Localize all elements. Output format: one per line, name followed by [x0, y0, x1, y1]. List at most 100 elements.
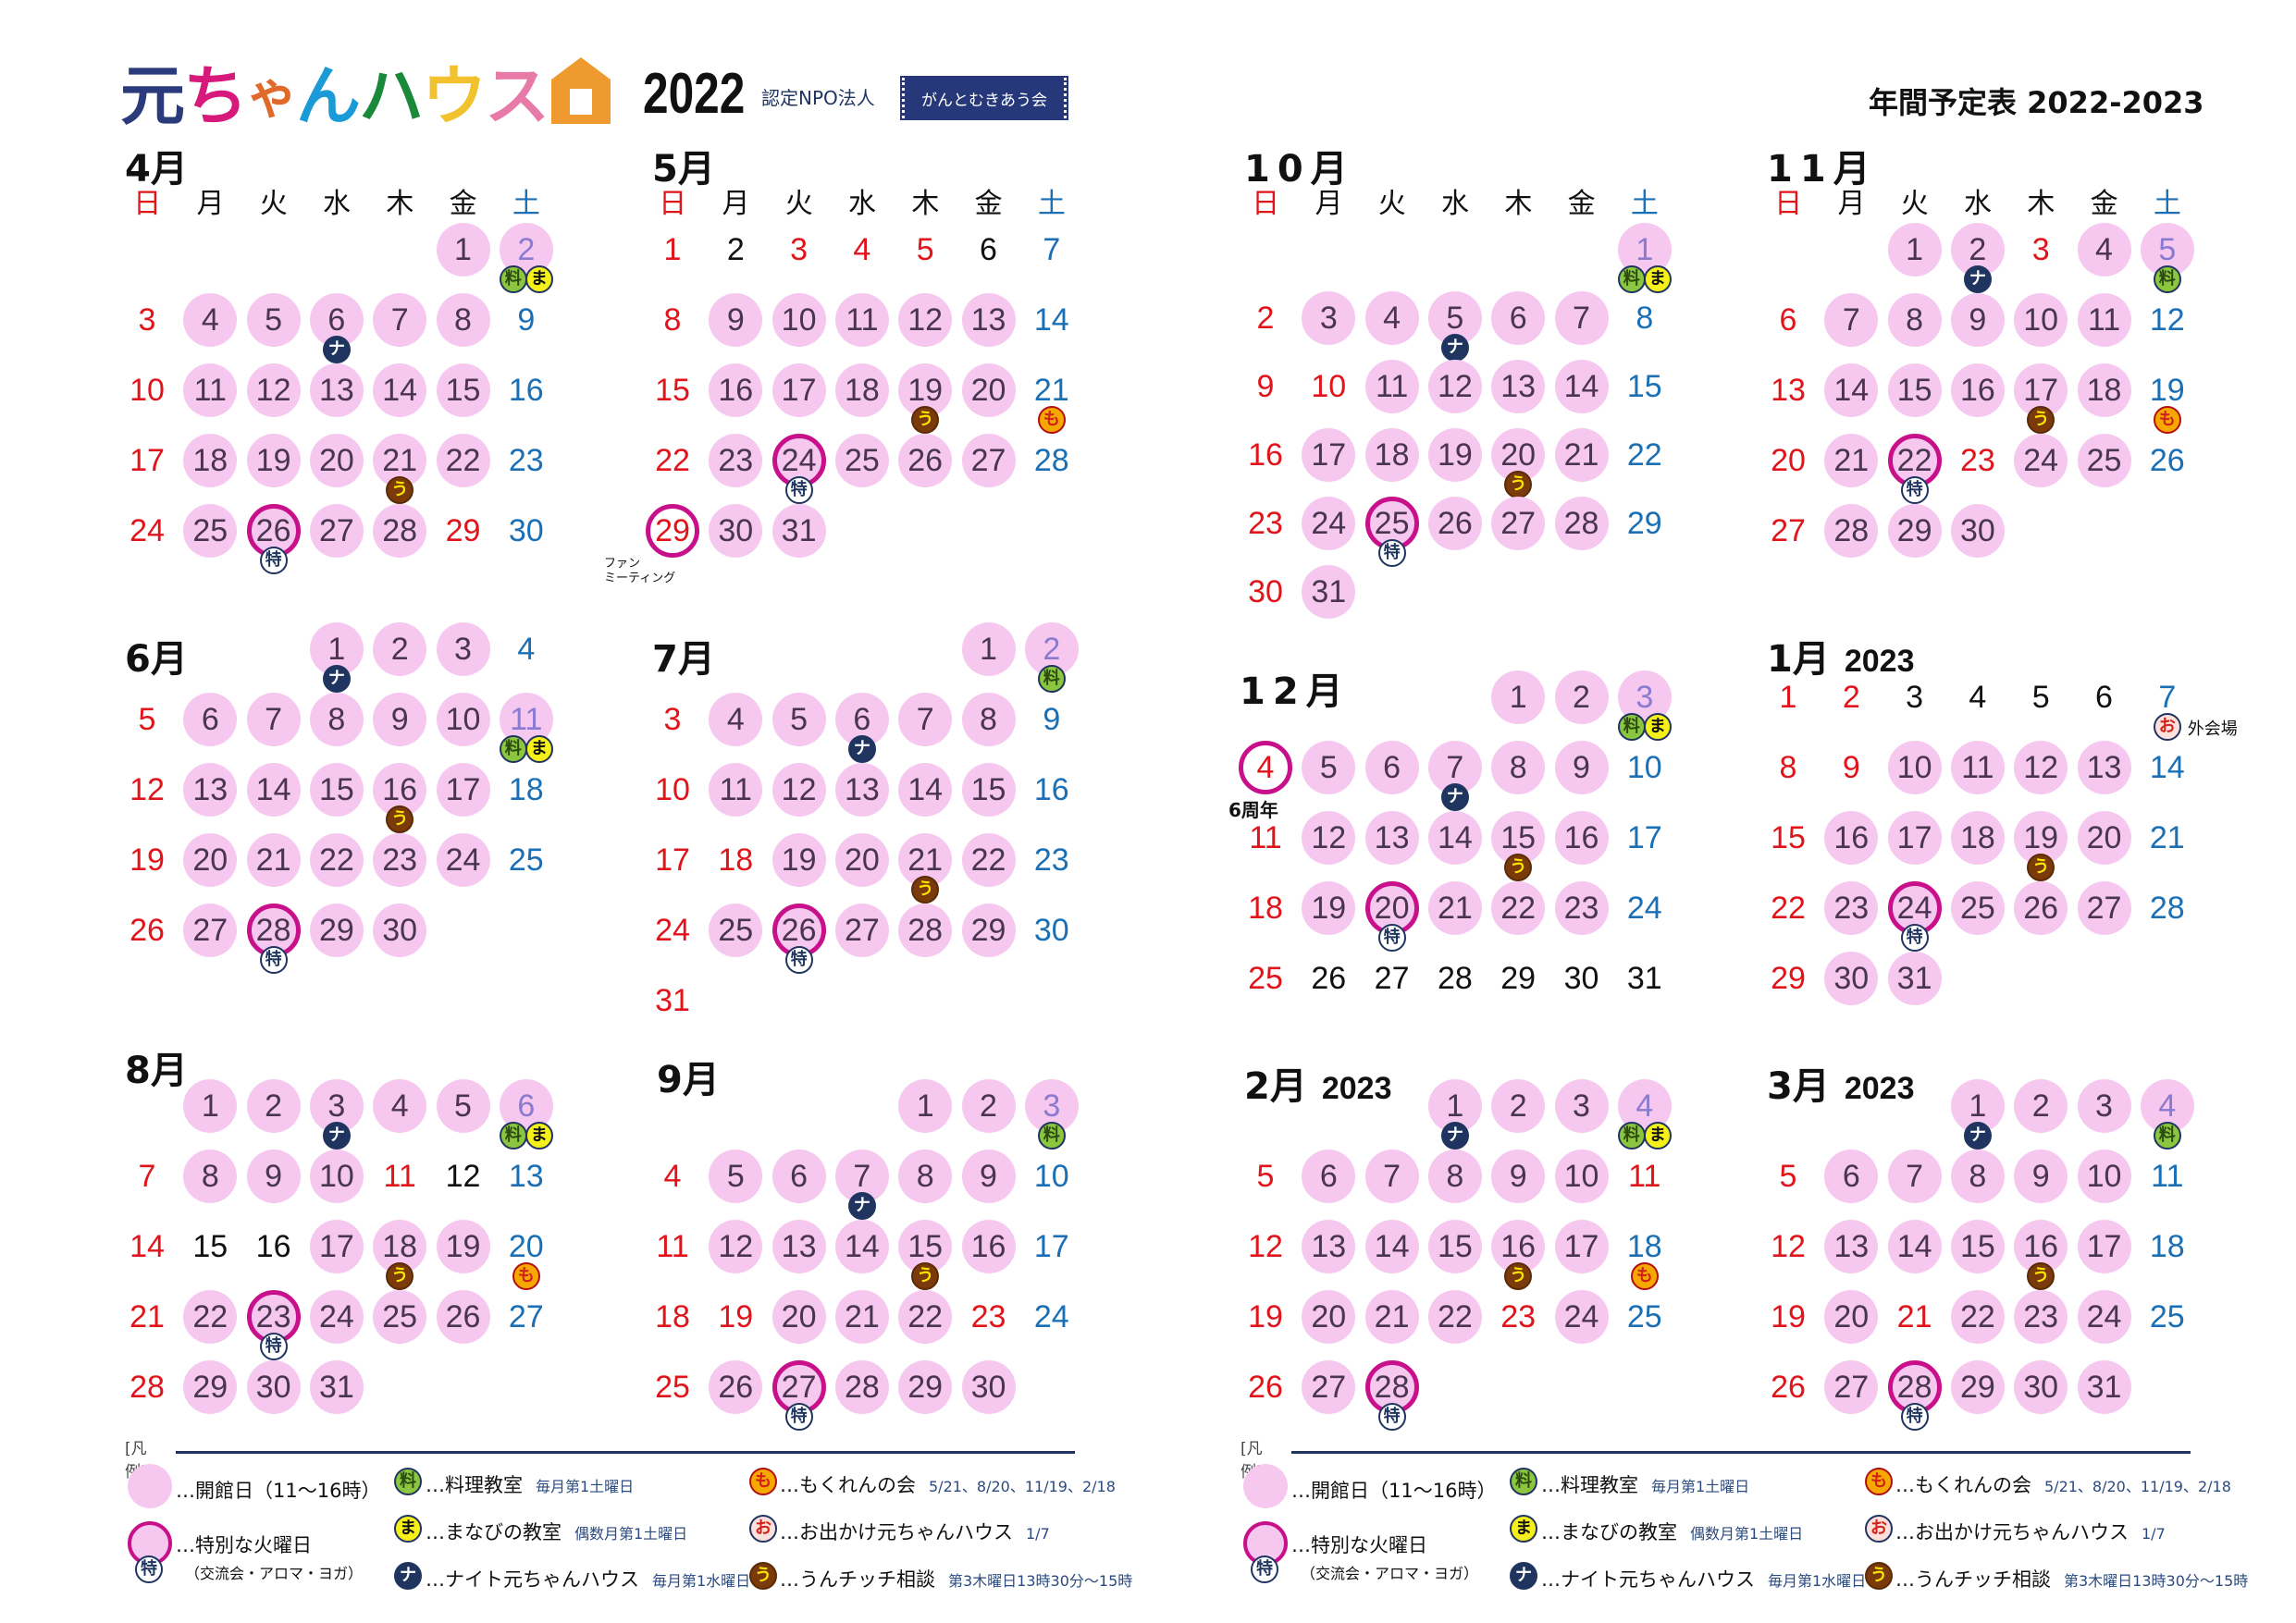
open-day-marker [1554, 741, 1609, 794]
month-title-aug: 8月 [125, 1040, 188, 1094]
day-cell: 26 [1234, 1352, 1297, 1422]
day-number: 6 [1779, 302, 1797, 338]
day-cell: 7 [1883, 1141, 1946, 1211]
day-cell: 4 [704, 684, 767, 755]
day-number: 4 [726, 702, 745, 737]
day-number: 9 [1043, 702, 1061, 737]
day-number: 14 [2149, 750, 2185, 785]
day-cell: 23 [704, 425, 767, 496]
legend-outing: …お出かけ元ちゃんハウス 1/7 [780, 1518, 1050, 1545]
day-number: 6 [2095, 680, 2113, 715]
open-day-marker [246, 693, 301, 746]
open-day-marker [1950, 811, 2005, 865]
day-number: 4 [390, 1088, 409, 1124]
day-cell: 11 [704, 755, 767, 825]
consult-badge-icon: う [911, 406, 940, 434]
special-badge-icon: 特 [784, 1403, 813, 1431]
open-day-marker [246, 1150, 301, 1203]
open-day-marker [2077, 811, 2131, 865]
day-cell: 26 [1297, 943, 1360, 1014]
open-day-marker [183, 1290, 238, 1344]
day-number: 6 [1842, 1159, 1860, 1194]
open-day-marker [1824, 811, 1879, 865]
mokuren-badge-icon: も [1865, 1468, 1893, 1495]
day-cell: 6 [1297, 1141, 1360, 1211]
event-badges: う [2009, 854, 2072, 881]
open-day-marker [1554, 291, 1609, 345]
day-number: 18 [508, 772, 544, 807]
day-cell: 25 [831, 425, 894, 496]
day-cell: 24 [641, 895, 704, 965]
day-cell: 21 も [1020, 355, 1083, 434]
day-number: 29 [970, 913, 1006, 948]
weekday-label: 木 [2027, 188, 2055, 220]
open-day-marker [1950, 1150, 2005, 1203]
weekday-label: 水 [848, 188, 877, 220]
day-cell: 27 [495, 1282, 558, 1352]
day-number: 6 [790, 1159, 809, 1194]
day-number: 31 [1311, 574, 1347, 609]
day-number: 6 [980, 232, 997, 267]
open-day-marker [1427, 497, 1482, 550]
month-title-oct: 10月 [1244, 139, 1355, 192]
day-cell: 30 [1020, 895, 1083, 965]
day-cell: 15 [179, 1211, 241, 1282]
open-day-marker [183, 693, 238, 746]
open-day-marker [1491, 497, 1546, 550]
day-number: 1 [916, 1088, 934, 1124]
day-number: 10 [2086, 1159, 2122, 1194]
open-day-marker [1302, 881, 1356, 935]
day-number: 8 [1779, 750, 1797, 785]
day-cell: 7 お外会場 [2136, 662, 2238, 741]
day-number: 4 [853, 232, 871, 267]
open-day-marker [309, 1290, 364, 1344]
open-day-marker [2077, 1360, 2131, 1414]
day-cell: 23 [1550, 873, 1613, 943]
outing-badge-icon: お [1865, 1515, 1893, 1543]
open-day-marker [2014, 434, 2068, 487]
day-cell: 8 [1613, 283, 1676, 353]
day-cell: 8 [894, 1141, 957, 1211]
open-day-marker [1554, 428, 1609, 482]
day-number: 29 [1500, 961, 1537, 996]
day-number: 4 [2095, 232, 2113, 267]
day-cell: 16 [1820, 803, 1882, 873]
day-cell: 9 [1946, 285, 2009, 355]
night-badge-icon: ナ [1510, 1562, 1537, 1590]
event-badges: 特 [1361, 1403, 1424, 1431]
special-badge-icon: 特 [1377, 924, 1406, 952]
day-number: 24 [2086, 1299, 2122, 1334]
day-cell: 22 [1424, 1282, 1487, 1352]
open-day-marker [1491, 741, 1546, 794]
day-cell: 24 [2073, 1282, 2136, 1352]
day-cell: 28 [894, 895, 957, 965]
event-badges: 特 [242, 547, 305, 574]
day-number: 8 [327, 702, 346, 737]
day-number: 15 [1626, 369, 1662, 404]
open-day-marker [1950, 1220, 2005, 1273]
day-number: 28 [1437, 961, 1473, 996]
day-number: 26 [1248, 1370, 1283, 1405]
night-badge-icon: ナ [322, 665, 351, 693]
day-number: 29 [1626, 506, 1662, 541]
consult-badge-icon: う [2027, 406, 2055, 434]
mokuren-badge-icon: も [2153, 406, 2181, 434]
month-year: 2023 [1844, 1071, 1915, 1106]
day-number: 16 [255, 1229, 291, 1264]
day-number: 5 [2158, 232, 2177, 267]
day-number: 23 [382, 842, 418, 878]
day-number: 26 [1311, 961, 1347, 996]
open-day-marker [898, 1360, 953, 1414]
day-cell: 19 [1297, 873, 1360, 943]
day-number: 15 [655, 373, 690, 408]
day-cell: 22 [432, 425, 495, 496]
day-cell: 24 特 [1883, 873, 1946, 952]
day-cell: 28 [116, 1352, 179, 1422]
day-cell: 5 [242, 285, 305, 355]
day-number: 10 [1033, 1159, 1069, 1194]
day-cell: 27 [957, 425, 1020, 496]
day-cell: 29 [1883, 496, 1946, 566]
day-number: 5 [2031, 680, 2050, 715]
